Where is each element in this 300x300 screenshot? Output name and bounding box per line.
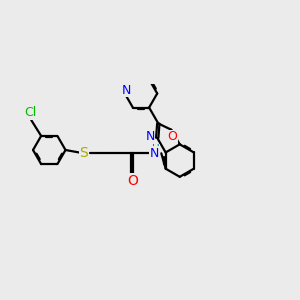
Text: N: N xyxy=(145,130,155,143)
Text: O: O xyxy=(127,174,138,188)
Text: N: N xyxy=(122,84,131,97)
Text: H: H xyxy=(152,144,160,154)
Text: N: N xyxy=(150,147,159,160)
Text: O: O xyxy=(167,130,177,143)
Text: Cl: Cl xyxy=(24,106,36,119)
Text: S: S xyxy=(79,146,88,160)
